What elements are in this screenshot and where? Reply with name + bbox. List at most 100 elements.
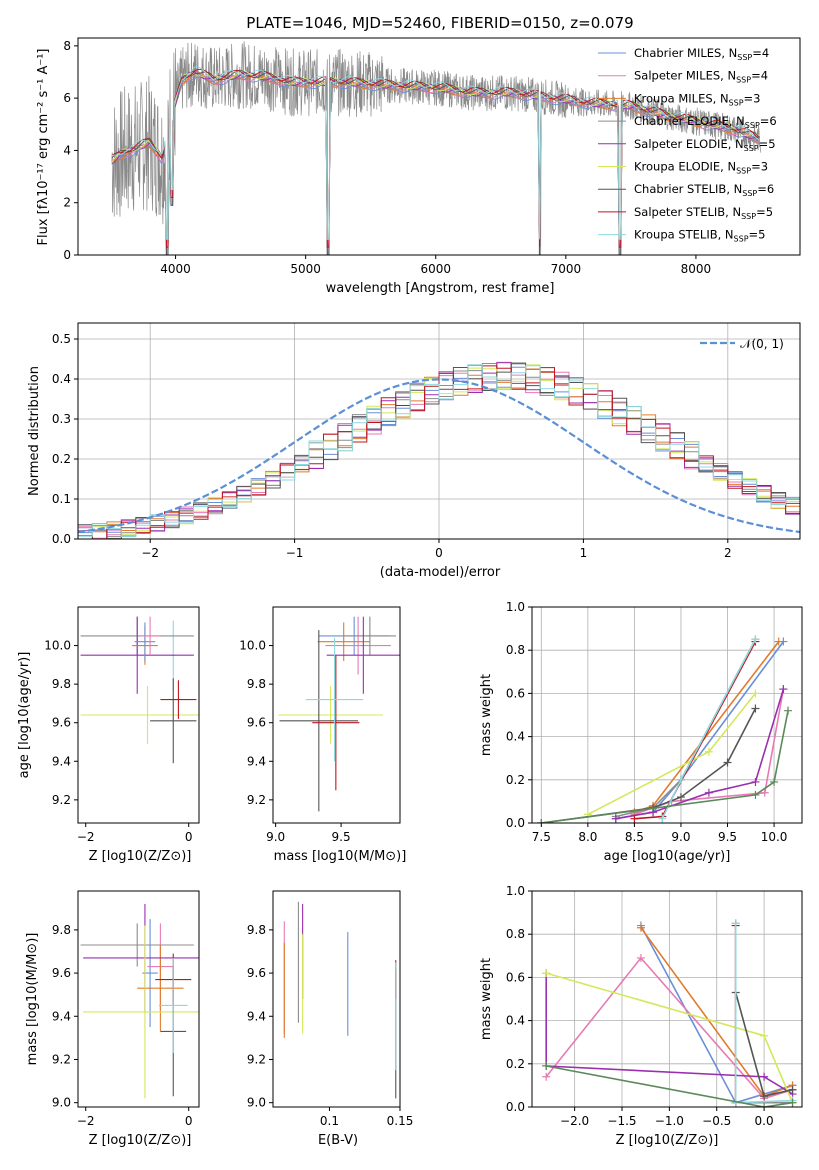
weight-marker [731,919,740,928]
plot-area [537,635,793,823]
legend-label: Salpeter STELIB, NSSP=5 [634,205,773,221]
axes-frame [77,322,801,540]
y-tick-label: 9.2 [247,793,266,807]
weight-marker [751,635,760,644]
x-tick-label: −2 [77,1114,95,1128]
weight-marker [658,814,667,823]
panel-age-weight [528,606,803,827]
plot-area [111,41,762,255]
y-tick-label: 9.6 [52,716,71,730]
weight-line [545,956,793,1100]
y-tick-label: 9.6 [52,966,71,980]
histogram-step [78,365,800,539]
y-tick-label: 9.4 [52,754,71,768]
x-axis-label: wavelength [Angstrom, rest frame] [326,281,555,296]
x-tick-label: −1.5 [607,1114,636,1128]
plot-area [80,903,199,1099]
x-axis-label: Z [log10(Z/Z⊙)] [89,1133,192,1148]
axes-frame [272,606,401,824]
y-tick-label: 0.6 [506,970,525,984]
y-axis-label: Flux [fλ10⁻¹⁷ erg cm⁻² s⁻¹ A⁻¹] [36,49,51,246]
y-tick-label: 0.4 [52,372,71,386]
x-tick-label: 2 [724,546,732,560]
y-axis-label: Normed distribution [27,366,42,496]
y-tick-label: 9.4 [247,754,266,768]
weight-marker [788,1098,797,1107]
x-tick-label: 0 [435,546,443,560]
weight-line [541,710,789,823]
x-tick-label: 0.15 [387,1114,414,1128]
y-tick-label: 0.2 [506,773,525,787]
weight-marker [784,706,793,715]
weight-marker [760,1103,769,1107]
weight-marker [704,788,713,797]
y-tick-label: 9.2 [52,1052,71,1066]
x-tick-label: 1 [580,546,588,560]
weight-marker [636,923,645,932]
y-tick-label: 10.0 [239,639,266,653]
x-tick-label: 0 [185,830,193,844]
weight-marker [760,788,769,797]
weight-marker [676,775,685,784]
y-tick-label: 9.2 [247,1052,266,1066]
y-tick-label: 9.0 [52,1096,71,1110]
y-tick-label: 1.0 [506,884,525,898]
x-tick-label: 6000 [420,262,451,276]
weight-line [541,708,757,823]
legend-label: Salpeter MILES, NSSP=4 [634,69,768,85]
panel-z-mass [74,890,200,1111]
y-tick-label: 0.0 [52,532,71,546]
x-tick-label: −2 [141,546,159,560]
axes-frame [272,890,401,1108]
y-tick-label: 9.6 [247,716,266,730]
y-tick-label: 0.1 [52,492,71,506]
weight-marker [542,1072,551,1081]
legend-label: Kroupa STELIB, NSSP=5 [634,228,765,244]
x-tick-label: 0.0 [755,1114,774,1128]
x-tick-label: 8.5 [625,830,644,844]
weight-marker [770,777,779,786]
x-tick-label: 9.0 [671,830,690,844]
legend-label: Chabrier MILES, NSSP=4 [634,46,769,62]
weight-marker [760,1072,769,1081]
spectrum-data-line [111,41,762,255]
y-tick-label: 9.8 [247,677,266,691]
weight-marker [751,777,760,786]
y-tick-label: 8 [63,39,71,53]
weight-marker [774,637,783,646]
plot-area [283,901,397,1099]
model-line [111,68,760,248]
x-tick-label: −1 [286,546,304,560]
y-tick-label: 9.8 [52,677,71,691]
y-tick-label: 9.2 [52,793,71,807]
x-tick-label: 4000 [160,262,191,276]
x-tick-label: −2 [77,830,95,844]
x-axis-label: Z [log10(Z/Z⊙)] [89,849,192,864]
axes-frame [531,890,803,1108]
weight-line [545,973,793,1095]
weight-marker [751,790,760,799]
y-tick-label: 4 [63,143,71,157]
panel-residuals [74,322,801,543]
weight-marker [630,814,639,823]
weight-line [634,641,780,813]
x-axis-label: age [log10(age/yr)] [604,849,731,864]
y-tick-label: 2 [63,196,71,210]
weight-marker [542,969,551,978]
y-tick-label: 0.0 [506,1100,525,1114]
model-line [111,66,760,240]
x-tick-label: 7000 [551,262,582,276]
legend-label: 𝒩(0, 1) [740,337,784,351]
axes-frame [531,606,803,824]
plot-area [542,919,797,1107]
y-tick-label: 0.4 [506,1014,525,1028]
y-axis-label: mass weight [479,958,494,1040]
weight-marker [676,793,685,802]
y-tick-label: 0.2 [52,452,71,466]
y-tick-label: 0.2 [506,1057,525,1071]
y-tick-label: 9.8 [247,923,266,937]
x-tick-label: 0 [185,1114,193,1128]
y-tick-label: 0.8 [506,643,525,657]
weight-marker [704,747,713,756]
legend-label: Chabrier ELODIE, NSSP=6 [634,114,777,130]
